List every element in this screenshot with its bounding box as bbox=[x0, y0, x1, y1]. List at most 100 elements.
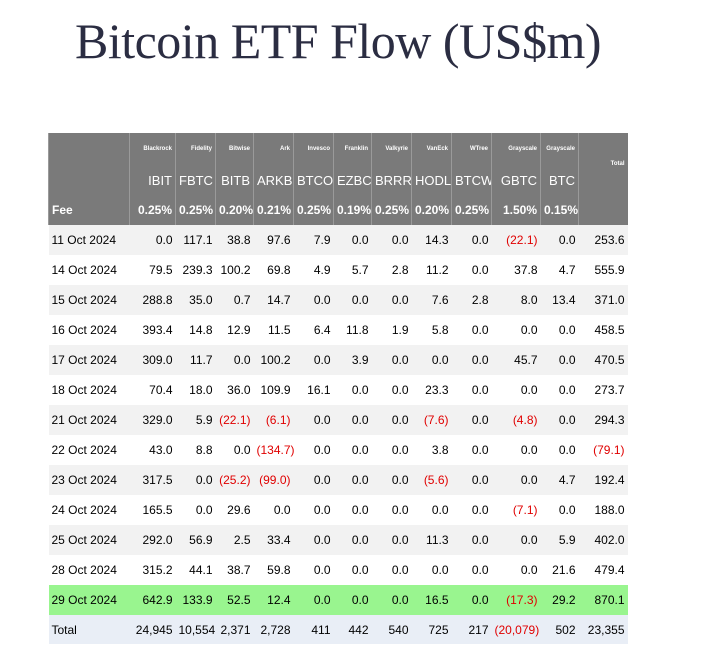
flow-cell: 0.0 bbox=[293, 405, 334, 435]
flow-cell: 165.5 bbox=[129, 495, 176, 525]
row-total-cell: 479.4 bbox=[578, 555, 628, 585]
page-title: Bitcoin ETF Flow (US$m) bbox=[74, 13, 602, 69]
row-total-cell: 458.5 bbox=[578, 315, 628, 345]
ticker-header: BTCO bbox=[293, 165, 334, 195]
flow-cell: 29.2 bbox=[540, 585, 579, 615]
flow-cell: 0.0 bbox=[371, 435, 412, 465]
flow-cell: (7.6) bbox=[411, 405, 452, 435]
flow-cell: 3.9 bbox=[333, 345, 372, 375]
flow-cell: 0.0 bbox=[215, 435, 254, 465]
totals-label: Total bbox=[48, 615, 130, 644]
flow-cell: 0.0 bbox=[333, 435, 372, 465]
flow-cell: 292.0 bbox=[129, 525, 176, 555]
row-total-cell: 470.5 bbox=[578, 345, 628, 375]
row-total-cell: (79.1) bbox=[578, 435, 628, 465]
flow-cell: 2.5 bbox=[215, 525, 254, 555]
flow-cell: 5.9 bbox=[540, 525, 579, 555]
flow-cell: 317.5 bbox=[129, 465, 176, 495]
flow-cell: (25.2) bbox=[215, 465, 254, 495]
issuer-header: Fidelity bbox=[175, 133, 216, 165]
table-row: 15 Oct 2024 288.8 35.0 0.7 14.7 0.0 0.0 0.0 7.6 2… bbox=[48, 285, 628, 315]
ticker-header: FBTC bbox=[175, 165, 216, 195]
flow-cell: 14.7 bbox=[253, 285, 294, 315]
flow-cell: (99.0) bbox=[253, 465, 294, 495]
flow-cell: 0.0 bbox=[491, 435, 541, 465]
flow-cell: 5.7 bbox=[333, 255, 372, 285]
flow-cell: (22.1) bbox=[491, 225, 541, 255]
flow-cell: 7.6 bbox=[411, 285, 452, 315]
flow-cell: 0.0 bbox=[293, 435, 334, 465]
flow-cell: 0.0 bbox=[129, 225, 176, 255]
ticker-header: BRRR bbox=[371, 165, 412, 195]
flow-cell: 36.0 bbox=[215, 375, 254, 405]
flow-cell: 0.0 bbox=[333, 525, 372, 555]
issuer-header: Blackrock bbox=[129, 133, 176, 165]
column-total-cell: 2,371 bbox=[215, 615, 254, 644]
flow-cell: 0.0 bbox=[333, 585, 372, 615]
flow-cell: 45.7 bbox=[491, 345, 541, 375]
flow-cell: 14.3 bbox=[411, 225, 452, 255]
flow-cell: 0.0 bbox=[411, 495, 452, 525]
flow-cell: 13.4 bbox=[540, 285, 579, 315]
row-total-cell: 555.9 bbox=[578, 255, 628, 285]
fee-cell: 0.25% bbox=[451, 195, 492, 225]
column-total-cell: 217 bbox=[451, 615, 492, 644]
flow-cell: 44.1 bbox=[175, 555, 216, 585]
fee-row: Fee 0.25% 0.25% 0.20% 0.21% 0.25% 0.19% … bbox=[48, 195, 628, 225]
flow-cell: 0.0 bbox=[333, 375, 372, 405]
flow-cell: 239.3 bbox=[175, 255, 216, 285]
flow-cell: 0.0 bbox=[371, 225, 412, 255]
table-row: 25 Oct 2024 292.0 56.9 2.5 33.4 0.0 0.0 0.0 11.3… bbox=[48, 525, 628, 555]
flow-cell: (134.7) bbox=[253, 435, 294, 465]
fee-cell: 0.20% bbox=[215, 195, 254, 225]
flow-cell: 0.7 bbox=[215, 285, 254, 315]
table-row: 23 Oct 2024 317.5 0.0 (25.2) (99.0) 0.0 0.0 0.0… bbox=[48, 465, 628, 495]
flow-cell: 0.0 bbox=[451, 435, 492, 465]
flow-cell: 0.0 bbox=[451, 585, 492, 615]
flow-cell: 11.3 bbox=[411, 525, 452, 555]
flow-cell: 0.0 bbox=[451, 495, 492, 525]
flow-cell: 38.8 bbox=[215, 225, 254, 255]
flow-cell: 117.1 bbox=[175, 225, 216, 255]
fee-cell: 0.19% bbox=[333, 195, 372, 225]
issuer-header: Bitwise bbox=[215, 133, 254, 165]
fee-cell: 0.25% bbox=[129, 195, 176, 225]
flow-cell: 0.0 bbox=[175, 465, 216, 495]
ticker-header: HODL bbox=[411, 165, 452, 195]
flow-cell: 0.0 bbox=[215, 345, 254, 375]
flow-cell: 33.4 bbox=[253, 525, 294, 555]
fee-label: Fee bbox=[48, 195, 130, 225]
flow-cell: 0.0 bbox=[540, 225, 579, 255]
ticker-header: IBIT bbox=[129, 165, 176, 195]
flow-cell: 0.0 bbox=[333, 225, 372, 255]
date-cell: 11 Oct 2024 bbox=[48, 225, 130, 255]
flow-cell: 0.0 bbox=[491, 555, 541, 585]
flow-cell: 56.9 bbox=[175, 525, 216, 555]
flow-cell: 43.0 bbox=[129, 435, 176, 465]
flow-cell: 2.8 bbox=[371, 255, 412, 285]
flow-cell: 8.0 bbox=[491, 285, 541, 315]
flow-cell: 0.0 bbox=[371, 525, 412, 555]
column-total-cell: 725 bbox=[411, 615, 452, 644]
date-cell: 17 Oct 2024 bbox=[48, 345, 130, 375]
flow-cell: 16.5 bbox=[411, 585, 452, 615]
flow-cell: 0.0 bbox=[540, 345, 579, 375]
flow-cell: 11.5 bbox=[253, 315, 294, 345]
date-cell: 24 Oct 2024 bbox=[48, 495, 130, 525]
flow-cell: 0.0 bbox=[333, 285, 372, 315]
flow-cell: 4.7 bbox=[540, 255, 579, 285]
flow-cell: 0.0 bbox=[540, 495, 579, 525]
etf-flow-table: Blackrock Fidelity Bitwise Ark Invesco F… bbox=[48, 133, 628, 644]
row-total-cell: 192.4 bbox=[578, 465, 628, 495]
flow-cell: 0.0 bbox=[540, 435, 579, 465]
flow-cell: 0.0 bbox=[451, 525, 492, 555]
flow-cell: 100.2 bbox=[253, 345, 294, 375]
row-total-cell: 402.0 bbox=[578, 525, 628, 555]
flow-cell: 97.6 bbox=[253, 225, 294, 255]
ticker-header: GBTC bbox=[491, 165, 541, 195]
flow-cell: 0.0 bbox=[333, 555, 372, 585]
flow-cell: (5.6) bbox=[411, 465, 452, 495]
date-cell: 16 Oct 2024 bbox=[48, 315, 130, 345]
totals-row: Total 24,945 10,554 2,371 2,728 411 442 540 725 2… bbox=[48, 615, 628, 644]
flow-cell: 11.7 bbox=[175, 345, 216, 375]
